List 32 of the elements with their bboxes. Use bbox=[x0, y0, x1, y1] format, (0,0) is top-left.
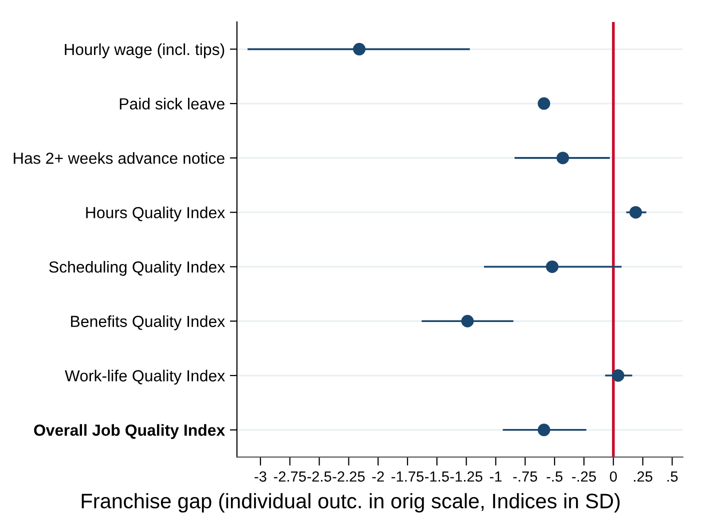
point bbox=[629, 206, 642, 219]
point bbox=[556, 152, 570, 164]
x-tick-label: -1.5 bbox=[425, 472, 449, 482]
x-tick-label: -.75 bbox=[513, 472, 538, 482]
x-tick-label: .25 bbox=[634, 471, 652, 482]
point bbox=[353, 42, 366, 56]
x-tick-label: 0 bbox=[610, 471, 617, 482]
y-tick-label: Paid sick leave bbox=[120, 98, 224, 110]
x-tick-label: -2.5 bbox=[307, 471, 332, 482]
x-tick-label: .5 bbox=[667, 472, 678, 482]
x-axis-title: Franchise gap (individual outc. in orig scale, Indices in SD) bbox=[82, 493, 620, 513]
y-tick-label: Has 2+ weeks advance notice bbox=[14, 152, 224, 164]
x-tick-label: -.25 bbox=[572, 471, 596, 482]
x-tick-label: -2.25 bbox=[332, 471, 365, 482]
x-tick-label: -2 bbox=[372, 471, 384, 482]
x-tick-label: -1 bbox=[490, 472, 502, 482]
point bbox=[538, 97, 550, 110]
point bbox=[612, 369, 624, 382]
x-tick-label: -.5 bbox=[546, 472, 562, 482]
y-tick-label: Overall Job Quality Index bbox=[34, 424, 226, 440]
x-tick-label: -1.75 bbox=[392, 472, 424, 482]
y-tick-label: Hourly wage (incl. tips) bbox=[64, 43, 224, 58]
point bbox=[461, 314, 474, 328]
point bbox=[546, 260, 558, 273]
y-tick-label: Scheduling Quality Index bbox=[49, 260, 225, 276]
y-tick-label: Work-life Quality Index bbox=[64, 370, 225, 385]
x-tick-label: -2.75 bbox=[274, 471, 306, 482]
y-tick-label: Hours Quality Index bbox=[86, 206, 225, 222]
x-tick-label: -3 bbox=[254, 471, 266, 482]
y-tick-label: Benefits Quality Index bbox=[71, 315, 225, 330]
x-tick-label: -1.25 bbox=[450, 471, 482, 482]
point bbox=[538, 424, 550, 436]
